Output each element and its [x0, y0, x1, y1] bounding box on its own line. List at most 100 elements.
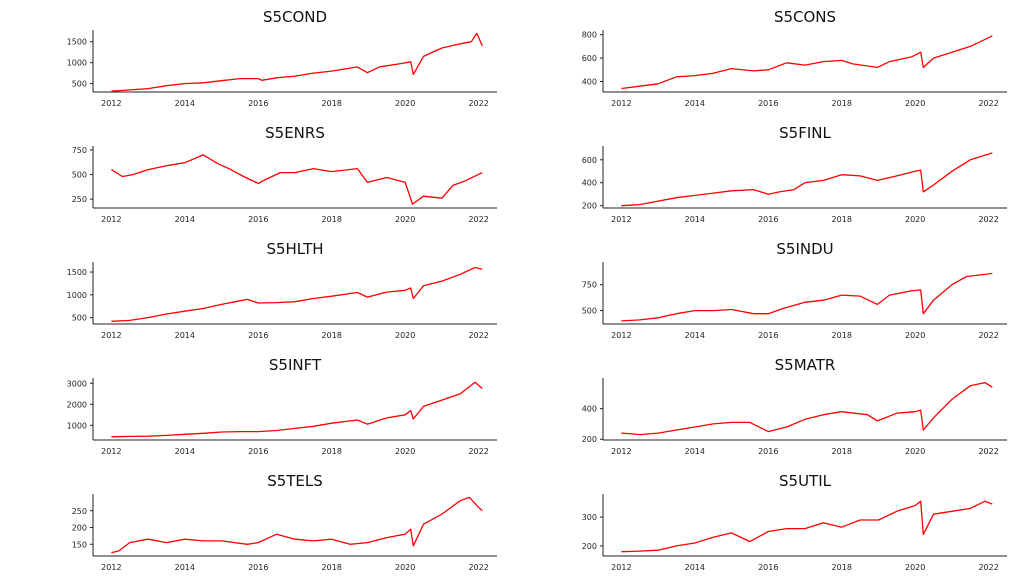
chart-panel-s5finl: S5FINL 200 400 600 2012 2014 2016 2018 2020 2022 [510, 116, 1020, 232]
x-tick-label: 2018 [832, 563, 852, 572]
x-tick-label: 2018 [322, 99, 342, 108]
x-tick-label: 2012 [101, 99, 121, 108]
chart-title: S5ENRS [265, 124, 325, 142]
x-tick-label: 2018 [322, 563, 342, 572]
x-tick-label: 2016 [248, 215, 268, 224]
y-tick-label: 400 [582, 77, 597, 86]
y-tick-label: 600 [582, 54, 597, 63]
x-tick-label: 2020 [395, 331, 415, 340]
x-tick-label: 2014 [175, 331, 195, 340]
x-tick-label: 2022 [468, 563, 488, 572]
chart-svg: S5UTIL 200 300 2012 2014 2016 2018 2020 2022 [582, 472, 1007, 572]
x-tick-label: 2018 [832, 215, 852, 224]
series-line [621, 500, 993, 553]
y-tick-label: 1500 [67, 38, 87, 47]
x-tick-label: 2016 [758, 563, 778, 572]
chart-panel-s5cons: S5CONS 400 600 800 2012 2014 2016 2018 2020 2022 [510, 0, 1020, 116]
chart-panel-s5util: S5UTIL 200 300 2012 2014 2016 2018 2020 2022 [510, 464, 1020, 580]
chart-title: S5UTIL [779, 472, 832, 490]
y-tick-label: 1000 [67, 59, 87, 68]
y-tick-label: 1000 [67, 421, 87, 430]
y-tick-label: 2000 [67, 400, 87, 409]
y-tick-label: 800 [582, 31, 597, 40]
x-tick-label: 2014 [175, 215, 195, 224]
x-tick-label: 2014 [175, 447, 195, 456]
x-tick-label: 2020 [905, 99, 925, 108]
chart-title: S5CONS [774, 8, 836, 26]
series-line [621, 35, 993, 90]
series-line [111, 496, 483, 554]
chart-title: S5HLTH [266, 240, 323, 258]
x-tick-label: 2022 [978, 331, 998, 340]
x-tick-label: 2022 [978, 215, 998, 224]
x-tick-label: 2016 [248, 99, 268, 108]
y-tick-label: 250 [72, 507, 87, 516]
chart-title: S5TELS [267, 472, 323, 490]
y-tick-label: 500 [72, 171, 87, 180]
x-tick-label: 2012 [101, 563, 121, 572]
y-tick-label: 500 [582, 307, 597, 316]
x-tick-label: 2012 [611, 563, 631, 572]
x-tick-label: 2018 [832, 99, 852, 108]
y-tick-label: 250 [72, 195, 87, 204]
x-tick-label: 2022 [468, 215, 488, 224]
chart-panel-s5inft: S5INFT 1000 2000 3000 2012 2014 2016 2018 2020 20… [0, 348, 510, 464]
y-tick-label: 150 [72, 540, 87, 549]
x-tick-label: 2012 [611, 331, 631, 340]
y-tick-label: 200 [72, 524, 87, 533]
x-tick-label: 2020 [395, 563, 415, 572]
y-tick-label: 600 [582, 156, 597, 165]
x-tick-label: 2020 [905, 563, 925, 572]
series-line [621, 152, 993, 207]
series-line [111, 381, 483, 438]
x-tick-label: 2016 [758, 99, 778, 108]
chart-panel-s5indu: S5INDU 500 750 2012 2014 2016 2018 2020 2022 [510, 232, 1020, 348]
chart-svg: S5INDU 500 750 2012 2014 2016 2018 2020 2022 [582, 240, 1007, 340]
chart-panel-s5enrs: S5ENRS 250 500 750 2012 2014 2016 2018 2020 2022 [0, 116, 510, 232]
y-tick-label: 300 [582, 513, 597, 522]
series-line [621, 272, 993, 322]
x-tick-label: 2020 [905, 331, 925, 340]
x-tick-label: 2014 [175, 563, 195, 572]
x-tick-label: 2022 [978, 99, 998, 108]
x-tick-label: 2020 [395, 447, 415, 456]
x-tick-label: 2014 [175, 99, 195, 108]
chart-panel-s5cond: S5COND 500 1000 1500 2012 2014 2016 2018 2020 202… [0, 0, 510, 116]
chart-svg: S5FINL 200 400 600 2012 2014 2016 2018 2020 2022 [582, 124, 1007, 224]
x-tick-label: 2020 [395, 215, 415, 224]
x-tick-label: 2016 [248, 447, 268, 456]
y-tick-label: 1000 [67, 291, 87, 300]
x-tick-label: 2018 [832, 447, 852, 456]
chart-svg: S5HLTH 500 1000 1500 2012 2014 2016 2018 2020 202… [67, 240, 497, 340]
x-tick-label: 2018 [832, 331, 852, 340]
chart-title: S5INDU [776, 240, 833, 258]
x-tick-label: 2016 [758, 447, 778, 456]
y-tick-label: 500 [72, 80, 87, 89]
chart-title: S5MATR [775, 356, 836, 374]
chart-panel-s5matr: S5MATR 200 400 2012 2014 2016 2018 2020 2022 [510, 348, 1020, 464]
x-tick-label: 2018 [322, 215, 342, 224]
chart-svg: S5COND 500 1000 1500 2012 2014 2016 2018 2020 202… [67, 8, 497, 108]
y-tick-label: 400 [582, 405, 597, 414]
x-tick-label: 2014 [685, 331, 705, 340]
series-line [111, 266, 483, 322]
x-tick-label: 2018 [322, 331, 342, 340]
x-tick-label: 2016 [248, 563, 268, 572]
y-tick-label: 400 [582, 179, 597, 188]
series-line [111, 32, 483, 92]
chart-panel-s5tels: S5TELS 150 200 250 2012 2014 2016 2018 2020 2022 [0, 464, 510, 580]
x-tick-label: 2012 [611, 215, 631, 224]
chart-title: S5INFT [269, 356, 322, 374]
chart-svg: S5INFT 1000 2000 3000 2012 2014 2016 2018 2020 20… [67, 356, 497, 456]
y-tick-label: 3000 [67, 379, 87, 388]
y-tick-label: 200 [582, 435, 597, 444]
x-tick-label: 2016 [758, 215, 778, 224]
x-tick-label: 2022 [468, 331, 488, 340]
x-tick-label: 2012 [101, 215, 121, 224]
chart-svg: S5CONS 400 600 800 2012 2014 2016 2018 2020 2022 [582, 8, 1007, 108]
chart-title: S5COND [263, 8, 327, 26]
x-tick-label: 2016 [758, 331, 778, 340]
x-tick-label: 2012 [101, 447, 121, 456]
x-tick-label: 2020 [905, 215, 925, 224]
